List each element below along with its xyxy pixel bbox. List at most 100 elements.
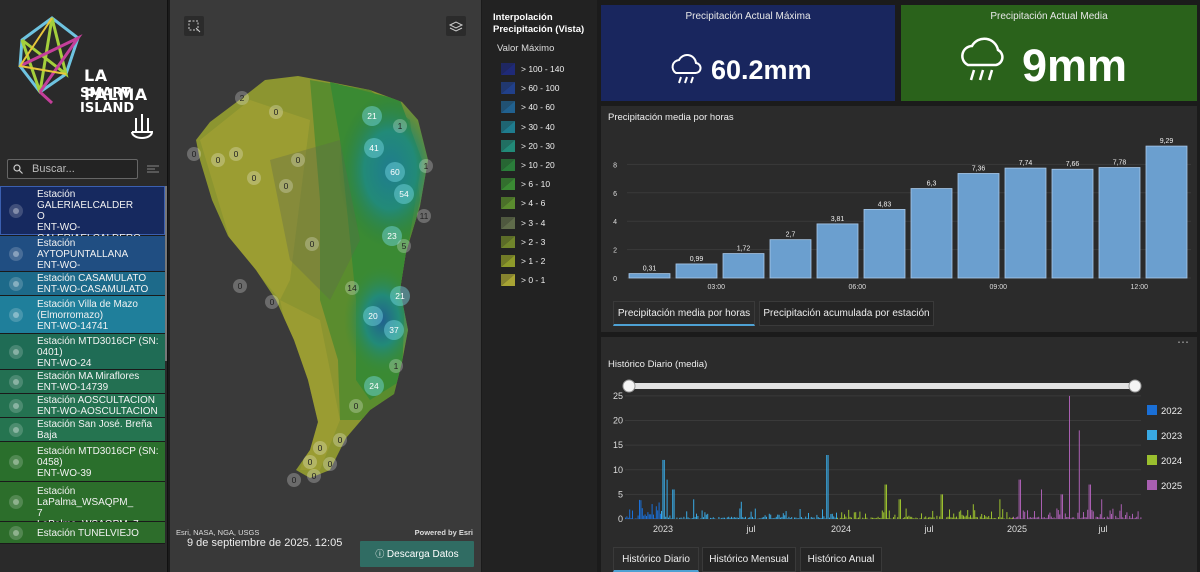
station-map-marker[interactable]: 0 [269,105,283,119]
station-map-marker[interactable]: 0 [279,179,293,193]
tab-yearly-history[interactable]: Histórico Anual [800,547,882,572]
x-tick-label: 2024 [831,524,851,534]
daily-bar [687,517,689,519]
station-map-marker[interactable]: 23 [382,226,402,246]
station-map-marker[interactable]: 0 [307,469,321,483]
station-map-marker[interactable]: 1 [419,159,433,173]
daily-bar [1119,510,1121,519]
daily-bar [991,511,992,519]
station-list-item[interactable]: Estación San José. Breña BajaENT-WO-7832… [0,418,165,452]
slider-handle[interactable] [1128,379,1142,393]
station-map-marker[interactable]: 14 [345,281,359,295]
hourly-bar [722,253,765,279]
station-map-marker[interactable]: 0 [233,279,247,293]
station-map-marker[interactable]: 0 [305,237,319,251]
station-map-marker[interactable]: 21 [390,286,410,306]
legend-swatch [1147,455,1157,465]
daily-bar [1018,479,1020,519]
daily-bar [1084,517,1086,519]
station-map-marker[interactable]: 0 [247,171,261,185]
daily-bar [851,517,852,519]
station-list-item[interactable]: Estación MA Miraflores ENT-WO-14739 [0,370,165,394]
daily-bar [1090,484,1091,519]
station-list-item[interactable]: Estación MTD3016CP (SN: 0401) ENT-WO-24 [0,334,165,370]
daily-bar [909,516,911,519]
tab-monthly-history[interactable]: Histórico Mensual [702,547,796,572]
daily-bar [752,516,753,519]
slider-handle[interactable] [622,379,636,393]
daily-bar [750,511,752,519]
daily-bar [819,517,821,519]
map-view[interactable]: 2 0 0 21 1 0 0 41 0 0 60 1 0 54 11 23 5 0 0 14 21 0 20 37 1 24 0 0 0… [170,0,481,572]
download-data-button[interactable]: ⓘ Descarga Datos [360,541,474,567]
daily-bar [1109,510,1111,519]
station-map-marker[interactable]: 5 [397,239,411,253]
daily-bar [1137,511,1139,519]
station-name: Estación MA Miraflores [37,371,140,382]
station-list-item[interactable]: Estación TUNELVIEJO [0,522,165,544]
date-range-slider[interactable] [629,383,1135,389]
station-map-marker[interactable]: 54 [394,184,414,204]
station-value-label: 0 [312,471,317,481]
layers-button[interactable] [446,16,466,36]
daily-bar [808,512,809,519]
select-tool-button[interactable] [184,16,204,36]
station-map-marker[interactable]: 11 [417,209,431,223]
daily-bar [1028,517,1030,519]
station-map-marker[interactable]: 21 [362,106,382,126]
tab-accumulated-station[interactable]: Precipitación acumulada por estación [759,301,934,326]
station-list-item[interactable]: Estación Villa de Mazo (Elmorromazo) ENT-… [0,296,165,334]
station-list-item[interactable]: Estación MTD3016CP (SN: 0458) ENT-WO-39 [0,442,165,482]
y-tick-label: 0 [618,514,623,524]
tab-hourly-mean[interactable]: Precipitación media por horas [613,301,755,326]
station-map-marker[interactable]: 0 [313,441,327,455]
daily-bar [897,517,899,519]
daily-bar [1140,517,1142,519]
station-map-marker[interactable]: 1 [389,359,403,373]
station-map-marker[interactable]: 0 [229,147,243,161]
daily-bar [781,516,783,519]
station-map-marker[interactable]: 0 [333,433,347,447]
station-map-marker[interactable]: 0 [287,473,301,487]
daily-bar [1134,517,1136,519]
station-list-item[interactable]: Estación AOSCULTACION ENT-WO-AOSCULTACION [0,394,165,418]
station-map-marker[interactable]: 0 [291,153,305,167]
daily-bar [644,514,646,519]
station-map-marker[interactable]: 24 [364,376,384,396]
scrollbar[interactable] [165,186,167,361]
station-map-marker[interactable]: 1 [393,119,407,133]
search-input[interactable]: Buscar... [7,159,138,179]
station-map-marker[interactable]: 37 [384,320,404,340]
daily-bar [839,517,841,519]
daily-bar [627,517,629,519]
powered-by-text[interactable]: Powered by Esri [414,528,473,537]
daily-bar [801,517,802,519]
station-list-item[interactable]: Estación CASAMULATO ENT-WO-CASAMULATO [0,272,165,296]
station-map-marker[interactable]: 2 [235,91,249,105]
station-map-marker[interactable]: 20 [363,306,383,326]
legend-label: > 40 - 60 [521,102,555,113]
daily-bar [951,517,953,519]
daily-bar [753,518,755,519]
ellipsis-icon[interactable]: ⋯ [1177,335,1189,349]
station-map-marker[interactable]: 0 [303,455,317,469]
station-value-label: 21 [367,111,377,121]
station-map-marker[interactable]: 0 [187,147,201,161]
station-map-marker[interactable]: 0 [323,457,337,471]
station-map-marker[interactable]: 60 [385,162,405,182]
daily-bar [738,517,739,519]
station-map-marker[interactable]: 0 [349,399,363,413]
daily-bar [787,518,788,519]
station-list-item[interactable]: Estación LaPalma_WSAQPM_ 7LaPalma_WSAQPM… [0,482,165,530]
station-map-marker[interactable]: 0 [211,153,225,167]
station-map-marker[interactable]: 41 [364,138,384,158]
legend-label: > 3 - 4 [521,217,546,228]
gem-logo-icon [18,16,154,139]
station-map-marker[interactable]: 0 [265,295,279,309]
tab-daily-history[interactable]: Histórico Diario [613,547,699,572]
daily-bar [651,504,653,519]
daily-bar [940,494,942,519]
filter-icon[interactable] [146,163,160,175]
